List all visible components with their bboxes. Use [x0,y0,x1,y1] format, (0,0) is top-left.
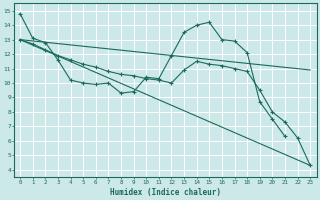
X-axis label: Humidex (Indice chaleur): Humidex (Indice chaleur) [110,188,220,197]
